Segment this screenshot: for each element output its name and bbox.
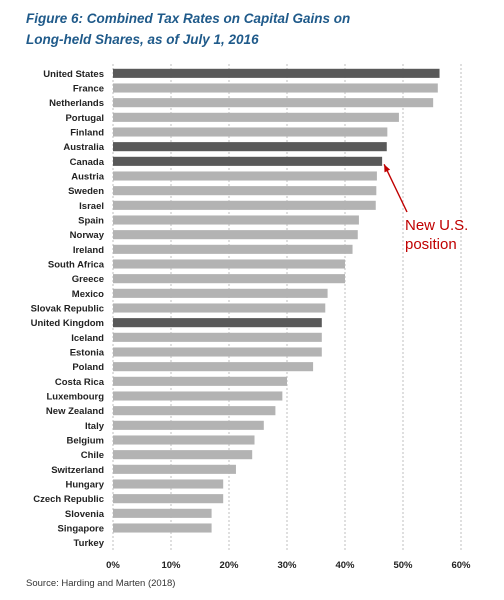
- bar-switzerland: [113, 464, 236, 474]
- x-tick-label: 60%: [451, 560, 471, 571]
- bar-united-states: [113, 68, 440, 78]
- category-label: Mexico: [72, 289, 104, 300]
- bar-estonia: [113, 347, 322, 357]
- category-label: Poland: [72, 362, 104, 373]
- bar-austria: [113, 171, 377, 181]
- annotation-arrow: [383, 164, 408, 213]
- x-tick-label: 20%: [219, 560, 239, 571]
- category-label: France: [73, 84, 104, 95]
- category-label: United States: [43, 69, 104, 80]
- bar-sweden: [113, 186, 377, 196]
- x-tick-label: 50%: [393, 560, 413, 571]
- bar-greece: [113, 274, 345, 284]
- bar-iceland: [113, 332, 322, 342]
- bar-new-zealand: [113, 406, 276, 416]
- bar-chile: [113, 450, 253, 460]
- x-tick-label: 10%: [161, 560, 181, 571]
- bar-luxembourg: [113, 391, 283, 401]
- bar-belgium: [113, 435, 255, 445]
- bar-italy: [113, 420, 264, 430]
- bar-portugal: [113, 112, 399, 122]
- bar-norway: [113, 230, 358, 240]
- bar-mexico: [113, 288, 328, 298]
- bar-slovenia: [113, 508, 212, 518]
- category-label: Belgium: [67, 436, 104, 447]
- bar-ireland: [113, 244, 353, 254]
- category-label: Estonia: [70, 348, 105, 359]
- bar-canada: [113, 156, 383, 166]
- category-label: New Zealand: [46, 406, 104, 417]
- bar-australia: [113, 142, 387, 152]
- chart-title: Figure 6: Combined Tax Rates on Capital …: [26, 8, 486, 50]
- x-tick-label: 30%: [277, 560, 297, 571]
- annotation-text-line-1: New U.S.: [405, 217, 468, 234]
- bar-hungary: [113, 479, 224, 489]
- annotation-arrowhead: [384, 164, 391, 173]
- bar-poland: [113, 362, 314, 372]
- category-label: Finland: [70, 128, 104, 139]
- bar-netherlands: [113, 98, 434, 108]
- category-label: Canada: [70, 157, 105, 168]
- category-label: South Africa: [48, 260, 105, 271]
- category-label: Ireland: [73, 245, 104, 256]
- bar-slovak-republic: [113, 303, 326, 313]
- category-label: Iceland: [71, 333, 104, 344]
- annotation-text-line-2: position: [405, 236, 457, 253]
- category-label: Hungary: [65, 480, 104, 491]
- chart-title-line-1: Figure 6: Combined Tax Rates on Capital …: [26, 11, 351, 26]
- bar-czech-republic: [113, 494, 224, 504]
- category-label: United Kingdom: [31, 318, 104, 329]
- chart-title-line-2: Long-held Shares, as of July 1, 2016: [26, 32, 259, 47]
- bar-israel: [113, 200, 376, 210]
- category-label: Greece: [72, 274, 104, 285]
- category-label: Norway: [70, 230, 105, 241]
- category-label: Israel: [79, 201, 104, 212]
- category-label: Switzerland: [51, 465, 104, 476]
- category-label: Spain: [78, 216, 104, 227]
- category-label: Slovenia: [65, 509, 105, 520]
- category-label: Netherlands: [49, 98, 104, 109]
- category-label: Luxembourg: [46, 392, 104, 403]
- category-label: Italy: [85, 421, 105, 432]
- category-label: Czech Republic: [33, 494, 104, 505]
- category-label: Portugal: [65, 113, 104, 124]
- x-tick-label: 40%: [335, 560, 355, 571]
- category-label: Turkey: [74, 538, 105, 549]
- category-label: Singapore: [58, 524, 104, 535]
- bar-singapore: [113, 523, 212, 533]
- bar-finland: [113, 127, 388, 137]
- category-label: Slovak Republic: [31, 304, 104, 315]
- category-label: Chile: [81, 450, 104, 461]
- bar-united-kingdom: [113, 318, 322, 328]
- category-label: Sweden: [68, 186, 104, 197]
- bar-costa-rica: [113, 376, 287, 386]
- category-label: Austria: [71, 172, 104, 183]
- category-label: Costa Rica: [55, 377, 105, 388]
- bar-france: [113, 83, 438, 93]
- category-label: Australia: [63, 142, 104, 153]
- bar-spain: [113, 215, 359, 225]
- bar-south-africa: [113, 259, 345, 269]
- x-tick-label: 0%: [106, 560, 120, 571]
- source-note: Source: Harding and Marten (2018): [26, 578, 176, 589]
